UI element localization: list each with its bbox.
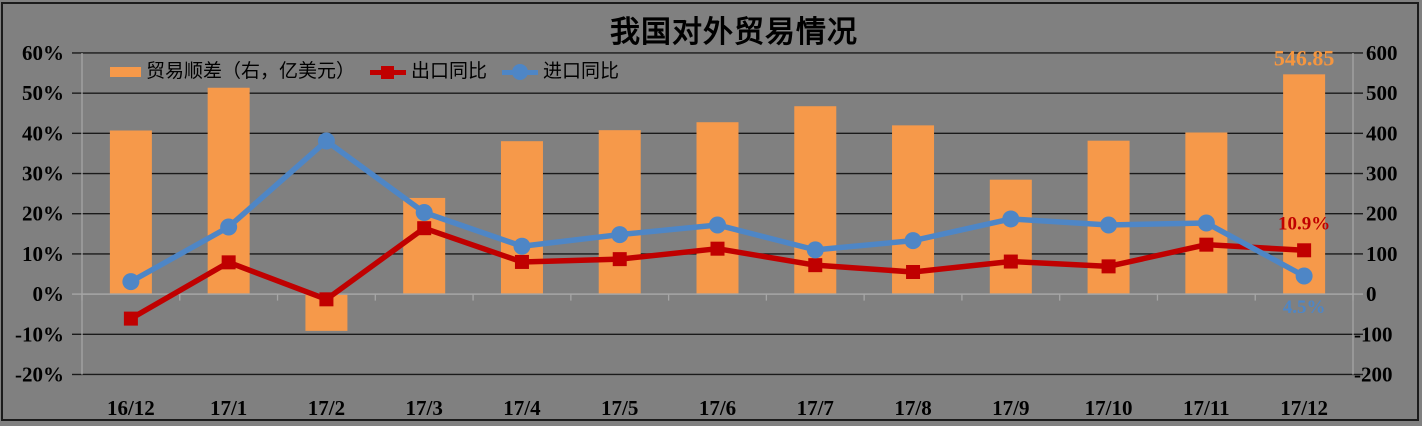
right-axis-label: 100 <box>1366 242 1398 266</box>
left-axis-label: 30% <box>22 162 64 186</box>
bar-16/12 <box>109 130 152 295</box>
import-marker-17/3 <box>415 204 433 222</box>
annotation-4.5%: 4.5% <box>1283 297 1326 318</box>
bar-17/9 <box>989 179 1032 295</box>
import-marker-17/4 <box>513 237 531 255</box>
line-circle-swatch-icon <box>502 63 539 81</box>
import-marker-17/10 <box>1100 216 1118 234</box>
export-marker-17/10 <box>1101 259 1116 274</box>
x-axis-label: 17/7 <box>797 396 834 420</box>
bar-17/6 <box>696 122 739 295</box>
chart-title: 我国对外贸易情况 <box>610 16 858 49</box>
right-axis-label: -100 <box>1354 322 1393 346</box>
x-axis-label: 16/12 <box>107 396 155 420</box>
export-marker-17/7 <box>808 258 823 273</box>
import-marker-17/8 <box>904 232 922 250</box>
left-axis-label: 60% <box>22 41 64 65</box>
import-marker-17/12 <box>1295 267 1313 285</box>
annotation-546.85: 546.85 <box>1274 45 1335 70</box>
bar-17/5 <box>598 130 641 295</box>
export-marker-17/2 <box>319 292 334 307</box>
legend-item-import-yoy: 进口同比 <box>502 60 619 84</box>
bar-17/4 <box>500 141 543 295</box>
export-marker-17/3 <box>417 221 432 236</box>
legend-item-trade-surplus: 贸易顺差（右，亿美元） <box>110 60 355 84</box>
export-marker-17/6 <box>710 241 725 256</box>
bar-swatch-icon <box>110 67 141 77</box>
legend: 贸易顺差（右，亿美元） 出口同比 进口同比 <box>110 60 619 84</box>
legend-item-export-yoy: 出口同比 <box>370 60 487 84</box>
import-marker-17/9 <box>1002 210 1020 228</box>
left-axis-label: -10% <box>15 322 64 346</box>
line-square-swatch-icon <box>370 64 407 81</box>
left-axis-label: 40% <box>22 121 64 145</box>
left-axis-label: -20% <box>15 362 64 386</box>
export-marker-17/8 <box>906 264 921 279</box>
left-axis-label: 0% <box>33 282 65 306</box>
export-marker-16/12 <box>123 311 138 326</box>
x-axis-label: 17/4 <box>503 396 541 420</box>
import-marker-16/12 <box>122 273 140 291</box>
x-axis-label: 17/6 <box>699 396 736 420</box>
export-marker-17/12 <box>1297 243 1312 258</box>
left-axis-label: 10% <box>22 242 64 266</box>
right-axis-label: 600 <box>1366 41 1398 65</box>
legend-label-trade-surplus: 贸易顺差（右，亿美元） <box>146 61 356 82</box>
export-marker-17/5 <box>612 252 627 267</box>
x-axis-label: 17/11 <box>1183 396 1230 420</box>
export-marker-17/1 <box>221 255 236 270</box>
right-axis-label: 200 <box>1366 202 1398 226</box>
x-axis-label: 17/2 <box>308 396 345 420</box>
bar-17/11 <box>1185 132 1228 295</box>
right-axis-label: 400 <box>1366 121 1398 145</box>
right-axis-label: -200 <box>1354 362 1393 386</box>
left-axis-label: 20% <box>22 202 64 226</box>
left-axis-label: 50% <box>22 81 64 105</box>
export-marker-17/9 <box>1003 254 1018 269</box>
import-marker-17/7 <box>806 241 824 259</box>
x-axis-label: 17/9 <box>992 396 1029 420</box>
x-axis-label: 17/1 <box>210 396 247 420</box>
import-marker-17/11 <box>1197 214 1215 232</box>
right-axis-label: 0 <box>1366 282 1377 306</box>
import-marker-17/1 <box>220 218 238 236</box>
export-marker-17/4 <box>514 254 529 269</box>
annotation-10.9%: 10.9% <box>1278 213 1330 234</box>
import-marker-17/2 <box>317 132 335 150</box>
x-axis-label: 17/12 <box>1280 396 1328 420</box>
bar-17/12 <box>1283 74 1326 295</box>
right-axis-label: 300 <box>1366 162 1398 186</box>
right-axis-label: 500 <box>1366 81 1398 105</box>
legend-label-export-yoy: 出口同比 <box>411 61 488 82</box>
export-marker-17/11 <box>1199 237 1214 252</box>
x-axis-label: 17/10 <box>1085 396 1133 420</box>
legend-label-import-yoy: 进口同比 <box>543 61 620 82</box>
x-axis-label: 17/5 <box>601 396 638 420</box>
x-axis-label: 17/3 <box>406 396 443 420</box>
import-marker-17/5 <box>611 226 629 244</box>
import-marker-17/6 <box>709 216 726 234</box>
x-axis-label: 17/8 <box>894 396 931 420</box>
